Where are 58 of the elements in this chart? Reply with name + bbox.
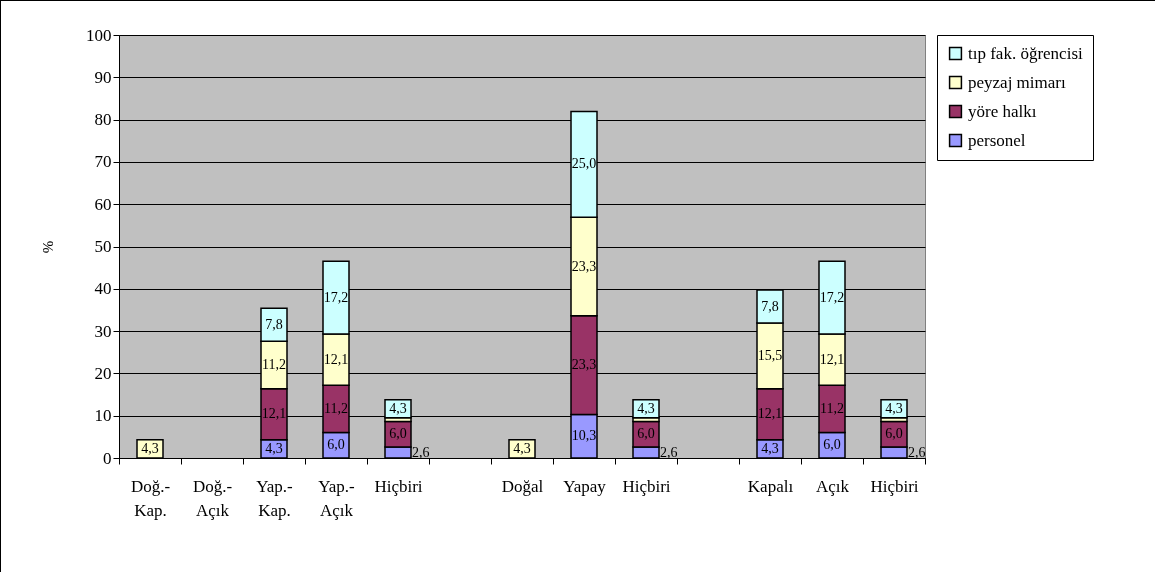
x-tick-label: Yapay (563, 476, 607, 496)
data-label: 6,0 (327, 437, 345, 453)
data-label: 10,3 (571, 428, 597, 444)
x-tick-label: Açık (815, 476, 850, 496)
data-label: 25,0 (571, 156, 597, 172)
data-label: 15,5 (757, 347, 783, 363)
y-tick-label: 80 (94, 110, 112, 130)
data-label: 4,3 (265, 440, 283, 456)
data-label: 4,3 (513, 440, 531, 456)
x-tick-label: Yap.-Açık (318, 476, 356, 520)
data-label: 7,8 (265, 316, 283, 332)
data-label: 12,1 (323, 351, 349, 367)
data-label: 4,3 (637, 400, 655, 416)
data-label: 6,0 (389, 426, 407, 442)
y-tick-label: 70 (94, 152, 112, 172)
legend-label: tıp fak. öğrencisi (968, 43, 1083, 63)
y-tick-label: 90 (94, 67, 112, 87)
x-tick-label: Yap.-Kap. (256, 476, 294, 520)
data-label: 23,3 (571, 357, 597, 373)
data-label: 6,0 (823, 437, 841, 453)
data-label: 17,2 (819, 289, 845, 305)
y-tick-label: 20 (94, 363, 112, 383)
data-label: 12,1 (757, 406, 783, 422)
data-label: 6,0 (885, 426, 903, 442)
data-label: 23,3 (571, 258, 597, 274)
y-axis-title: % (40, 240, 56, 254)
data-label: 11,2 (820, 400, 844, 416)
data-label: 2,6 (908, 444, 926, 460)
data-label: 2,6 (660, 444, 678, 460)
x-tick-label: Kapalı (747, 476, 794, 496)
x-tick-label: Doğ.-Kap. (130, 476, 171, 520)
legend-label: yöre halkı (968, 101, 1037, 121)
y-tick-label: 10 (94, 406, 112, 426)
data-label: 11,2 (324, 400, 348, 416)
y-tick-label: 0 (103, 448, 112, 468)
data-label: 11,2 (262, 356, 286, 372)
y-tick-label: 50 (94, 237, 112, 256)
y-tick-label: 40 (94, 279, 112, 299)
data-label: 6,0 (637, 426, 655, 442)
data-label: 4,3 (761, 440, 779, 456)
data-label: 2,6 (412, 444, 430, 460)
x-tick-label: Doğ.-Açık (192, 476, 233, 520)
y-tick-label: 100 (86, 25, 112, 45)
y-tick-label: 30 (94, 321, 112, 341)
x-tick-label: Hiçbiri (870, 476, 919, 496)
data-label: 4,3 (885, 400, 903, 416)
x-tick-label: Hiçbiri (622, 476, 671, 496)
x-tick-label: Doğal (501, 476, 544, 496)
legend-label: peyzaj mimarı (968, 72, 1066, 92)
data-label: 4,3 (141, 440, 159, 456)
data-label: 7,8 (761, 298, 779, 314)
y-tick-label: 60 (94, 194, 112, 214)
data-label: 4,3 (389, 400, 407, 416)
data-label: 12,1 (261, 406, 287, 422)
legend-label: personel (968, 130, 1026, 150)
data-label: 12,1 (819, 351, 845, 367)
x-tick-label: Hiçbiri (374, 476, 423, 496)
data-label: 17,2 (323, 289, 349, 305)
